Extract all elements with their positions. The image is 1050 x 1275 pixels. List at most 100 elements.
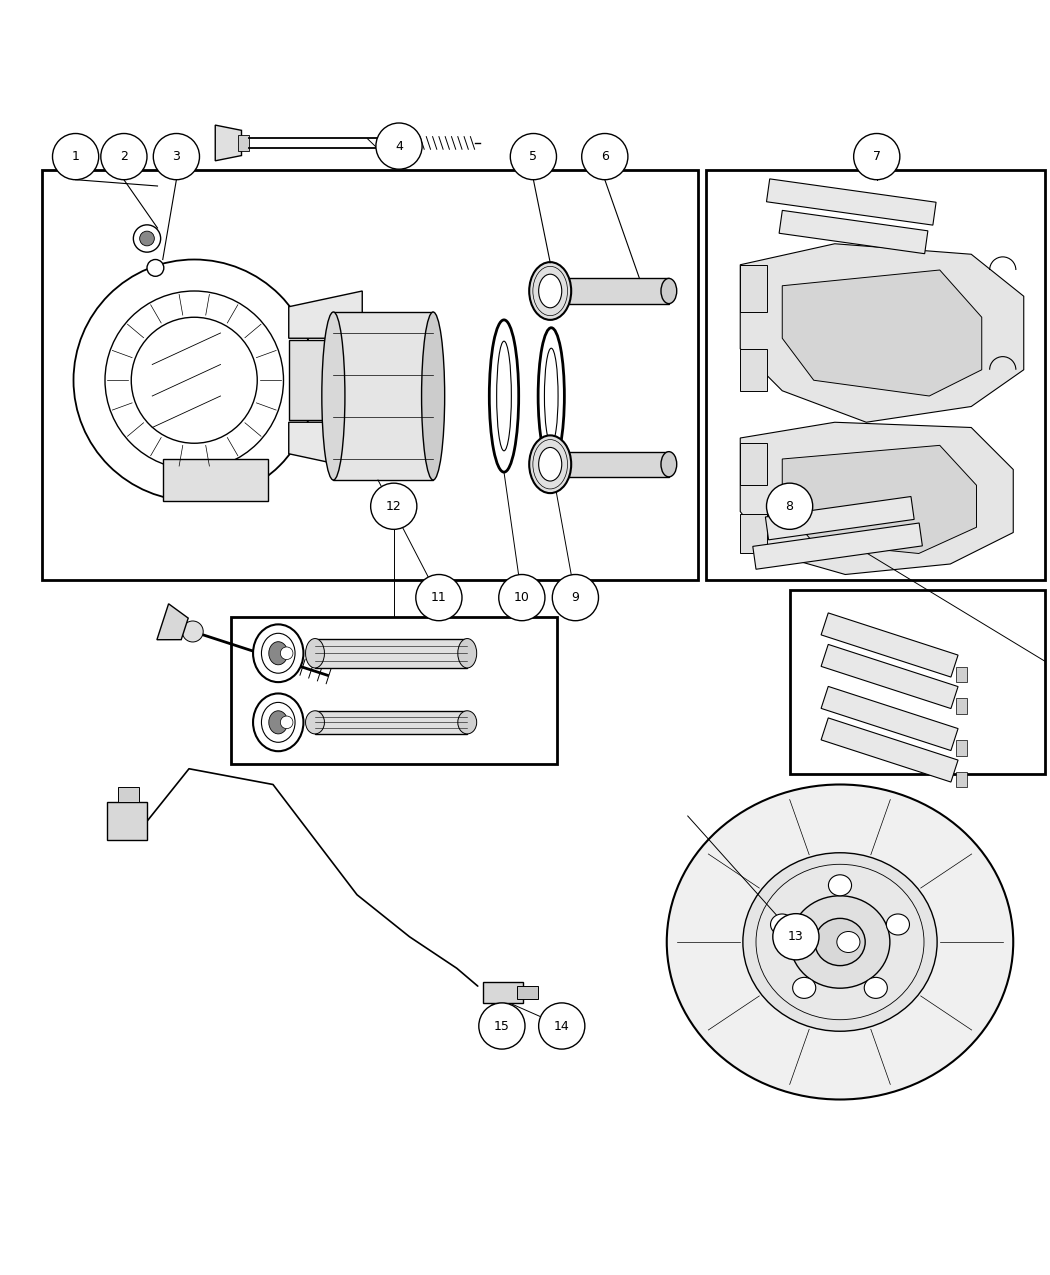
Text: 5: 5 xyxy=(529,150,538,163)
Bar xyxy=(315,639,467,668)
Polygon shape xyxy=(766,179,937,226)
Ellipse shape xyxy=(458,710,477,734)
Ellipse shape xyxy=(269,710,288,734)
Bar xyxy=(569,278,669,303)
Circle shape xyxy=(552,575,598,621)
Ellipse shape xyxy=(321,312,344,479)
Ellipse shape xyxy=(253,694,303,751)
Ellipse shape xyxy=(306,710,324,734)
Bar xyxy=(289,340,362,421)
Bar xyxy=(152,301,220,459)
Circle shape xyxy=(140,231,154,246)
Circle shape xyxy=(280,717,293,728)
Ellipse shape xyxy=(662,278,677,303)
Polygon shape xyxy=(779,210,928,254)
Circle shape xyxy=(376,122,422,170)
Circle shape xyxy=(133,224,161,252)
Ellipse shape xyxy=(828,875,852,896)
Bar xyxy=(315,710,467,734)
Circle shape xyxy=(766,483,813,529)
Ellipse shape xyxy=(771,914,794,935)
Polygon shape xyxy=(782,445,976,553)
Polygon shape xyxy=(289,422,362,469)
Bar xyxy=(238,135,249,152)
Circle shape xyxy=(101,134,147,180)
Text: 8: 8 xyxy=(785,500,794,513)
Ellipse shape xyxy=(529,263,571,320)
Text: 10: 10 xyxy=(513,592,530,604)
Bar xyxy=(706,171,1045,580)
Bar xyxy=(740,444,766,486)
Circle shape xyxy=(131,317,257,444)
Circle shape xyxy=(416,575,462,621)
Ellipse shape xyxy=(529,435,571,493)
Ellipse shape xyxy=(815,918,865,965)
Polygon shape xyxy=(821,718,958,782)
Polygon shape xyxy=(753,523,922,569)
Text: 2: 2 xyxy=(120,150,128,163)
Polygon shape xyxy=(821,686,958,751)
Ellipse shape xyxy=(306,639,324,668)
Ellipse shape xyxy=(269,641,288,664)
Bar xyxy=(569,451,669,477)
Text: 12: 12 xyxy=(386,500,401,513)
Bar xyxy=(957,771,967,787)
Circle shape xyxy=(153,134,200,180)
Bar xyxy=(118,787,139,802)
Polygon shape xyxy=(740,422,1013,575)
Bar xyxy=(107,802,147,840)
Ellipse shape xyxy=(253,625,303,682)
Ellipse shape xyxy=(421,312,445,479)
Circle shape xyxy=(371,483,417,529)
Polygon shape xyxy=(821,644,958,709)
Circle shape xyxy=(280,646,293,659)
Circle shape xyxy=(854,134,900,180)
Ellipse shape xyxy=(458,639,477,668)
Bar xyxy=(957,740,967,756)
Ellipse shape xyxy=(886,914,909,935)
Ellipse shape xyxy=(538,328,565,464)
Text: 11: 11 xyxy=(430,592,447,604)
Text: 9: 9 xyxy=(571,592,580,604)
Text: 13: 13 xyxy=(788,931,804,944)
Ellipse shape xyxy=(539,274,562,307)
Text: 14: 14 xyxy=(554,1020,569,1033)
Bar xyxy=(740,265,766,312)
Polygon shape xyxy=(156,604,188,640)
Bar xyxy=(740,514,766,553)
Circle shape xyxy=(582,134,628,180)
Bar xyxy=(957,667,967,682)
Ellipse shape xyxy=(837,932,860,952)
Circle shape xyxy=(479,1003,525,1049)
Ellipse shape xyxy=(261,634,295,673)
Bar xyxy=(790,590,1045,774)
Circle shape xyxy=(147,260,164,277)
Ellipse shape xyxy=(864,978,887,998)
Bar xyxy=(163,459,268,501)
Polygon shape xyxy=(782,270,982,397)
Circle shape xyxy=(74,260,315,501)
Text: 15: 15 xyxy=(494,1020,510,1033)
Ellipse shape xyxy=(489,320,519,472)
Ellipse shape xyxy=(790,896,890,988)
Bar xyxy=(334,312,433,479)
Bar xyxy=(740,349,766,390)
Circle shape xyxy=(105,291,284,469)
Circle shape xyxy=(52,134,99,180)
Polygon shape xyxy=(765,496,915,539)
Ellipse shape xyxy=(544,348,559,444)
Text: 7: 7 xyxy=(873,150,881,163)
Ellipse shape xyxy=(662,451,677,477)
Polygon shape xyxy=(821,613,958,677)
Ellipse shape xyxy=(497,342,511,451)
Ellipse shape xyxy=(793,978,816,998)
Bar xyxy=(231,617,556,764)
Circle shape xyxy=(183,621,204,643)
Ellipse shape xyxy=(261,703,295,742)
Bar xyxy=(483,982,523,1003)
Text: 4: 4 xyxy=(395,139,403,153)
Bar xyxy=(517,986,538,998)
Circle shape xyxy=(510,134,556,180)
Ellipse shape xyxy=(743,853,937,1031)
Bar xyxy=(957,697,967,714)
